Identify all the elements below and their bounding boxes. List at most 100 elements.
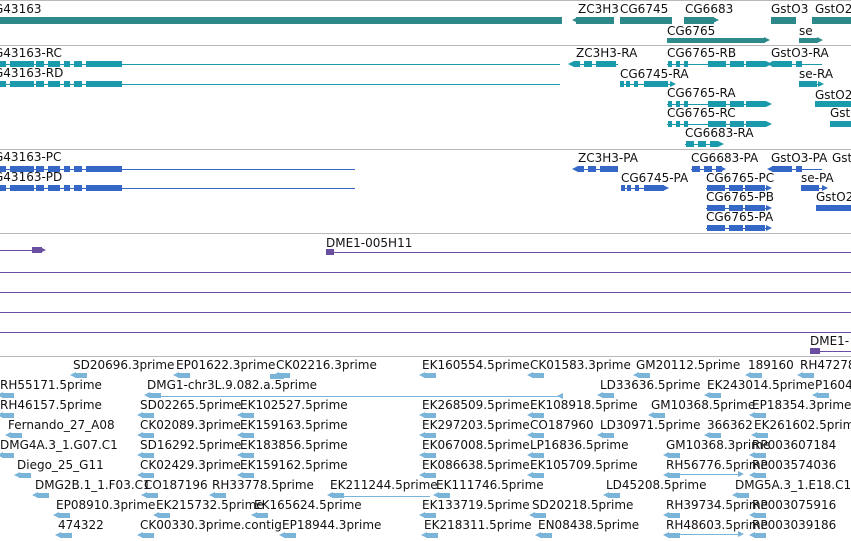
- feature-label[interactable]: EP18944.3prime: [282, 518, 382, 532]
- feature-label[interactable]: EK067008.5prime: [422, 438, 530, 452]
- feature-label[interactable]: se-RA: [799, 67, 834, 81]
- feature-label[interactable]: CG6683: [685, 2, 734, 16]
- feature-label[interactable]: EK243014.5prime: [707, 378, 815, 392]
- feature-label[interactable]: DMG5A.3_1.E18.C1: [735, 478, 851, 492]
- feature-label[interactable]: CG6765-RC: [667, 106, 736, 120]
- feature-label[interactable]: RH46157.5prime: [0, 398, 102, 412]
- feature-label[interactable]: CG6745-PA: [621, 171, 689, 185]
- feature-label[interactable]: LD45208.5prime: [606, 478, 707, 492]
- feature-label[interactable]: RH55171.5prime: [0, 378, 102, 392]
- feature-label[interactable]: G43163-PC: [0, 150, 62, 164]
- feature-label[interactable]: RP003039186: [752, 518, 837, 532]
- feature-label[interactable]: 189160: [748, 358, 794, 372]
- feature-label[interactable]: LD33636.5prime: [600, 378, 701, 392]
- feature-label[interactable]: G43163: [0, 2, 42, 16]
- feature-label[interactable]: RH56776.5prime: [666, 458, 768, 472]
- feature-label[interactable]: EK183856.5prime: [240, 438, 348, 452]
- feature-label[interactable]: se: [799, 24, 813, 38]
- feature-label[interactable]: EN08438.5prime: [538, 518, 640, 532]
- feature-label[interactable]: CK02089.3prime: [140, 418, 241, 432]
- feature-label[interactable]: CG6745: [620, 2, 669, 16]
- feature-label[interactable]: GstO3: [771, 2, 809, 16]
- feature-label[interactable]: GstO2: [815, 88, 851, 102]
- feature-label[interactable]: CK01583.3prime: [530, 358, 631, 372]
- feature-label[interactable]: DMG2B.1_1.F03.C1: [35, 478, 151, 492]
- feature-label[interactable]: SD16292.5prime: [140, 438, 242, 452]
- feature-label[interactable]: DME1-: [810, 334, 850, 348]
- feature-label[interactable]: CG6745-RA: [620, 67, 689, 81]
- feature-label[interactable]: RH48603.5prime: [666, 518, 768, 532]
- feature-label[interactable]: GM20112.5prime: [636, 358, 741, 372]
- feature-label[interactable]: EK215732.5prime: [156, 498, 264, 512]
- feature-label[interactable]: EK102527.5prime: [240, 398, 348, 412]
- feature-label[interactable]: CO187960: [530, 418, 594, 432]
- strand-arrow-left: [237, 472, 243, 478]
- feature-label[interactable]: EK165624.5prime: [254, 498, 362, 512]
- feature-label[interactable]: Gst: [832, 151, 851, 165]
- feature-label[interactable]: RH47278: [800, 358, 851, 372]
- feature-label[interactable]: GM10368.5prime: [651, 398, 756, 412]
- feature-label[interactable]: CG6683-RA: [685, 126, 754, 140]
- feature-label[interactable]: CG6765-RB: [667, 46, 737, 60]
- feature-label[interactable]: ZC3H3-PA: [578, 151, 638, 165]
- feature-label[interactable]: RH33778.5prime: [212, 478, 314, 492]
- feature-label[interactable]: EP18354.3prime: [752, 398, 851, 412]
- feature-label[interactable]: GM10368.3prime: [666, 438, 771, 452]
- feature-label[interactable]: CK02429.3prime: [140, 458, 241, 472]
- feature-label[interactable]: EK111746.5prime: [436, 478, 544, 492]
- feature-label[interactable]: RH39734.5prime: [666, 498, 768, 512]
- feature-label[interactable]: CK02216.3prime: [276, 358, 377, 372]
- feature-label[interactable]: GstO: [830, 106, 851, 120]
- feature-label[interactable]: EK086638.5prime: [422, 458, 530, 472]
- feature-label[interactable]: EK211244.5prime: [330, 478, 438, 492]
- feature-label[interactable]: DME1-005H11: [326, 236, 413, 250]
- feature-label[interactable]: SD20696.3prime: [73, 358, 175, 372]
- feature-label[interactable]: RP003574036: [752, 458, 837, 472]
- feature-label[interactable]: EK261602.5prime: [754, 418, 851, 432]
- strand-arrow-left: [704, 392, 710, 398]
- feature-label[interactable]: P1604: [815, 378, 851, 392]
- feature-label[interactable]: se-PA: [801, 171, 834, 185]
- feature-label[interactable]: ZC3H3: [578, 2, 619, 16]
- feature-label[interactable]: EK108918.5prime: [530, 398, 638, 412]
- feature-label[interactable]: EP08910.3prime: [56, 498, 156, 512]
- feature-label[interactable]: EK133719.5prime: [422, 498, 530, 512]
- feature-label[interactable]: GstO3-PA: [771, 151, 828, 165]
- feature-label[interactable]: EP01622.3prime: [176, 358, 276, 372]
- feature-label[interactable]: Diego_25_G11: [17, 458, 104, 472]
- feature-label[interactable]: CG6765-PC: [706, 171, 775, 185]
- feature-label[interactable]: Fernando_27_A08: [8, 418, 115, 432]
- feature-label[interactable]: LP16836.5prime: [530, 438, 629, 452]
- exon-block: [178, 373, 190, 378]
- feature-label[interactable]: CK00330.3prime.contig: [140, 518, 282, 532]
- feature-label[interactable]: RP003607184: [752, 438, 837, 452]
- feature-label[interactable]: 474322: [58, 518, 104, 532]
- feature-label[interactable]: CG6765-PA: [706, 210, 774, 224]
- feature-label[interactable]: 366362: [707, 418, 753, 432]
- feature-label[interactable]: EK297203.5prime: [422, 418, 530, 432]
- feature-label[interactable]: EK159163.5prime: [240, 418, 348, 432]
- feature-label[interactable]: CG6765-RA: [667, 86, 736, 100]
- feature-label[interactable]: G43163-RD: [0, 66, 64, 80]
- feature-label[interactable]: CG6765: [667, 24, 716, 38]
- feature-label[interactable]: EK160554.5prime: [422, 358, 530, 372]
- feature-label[interactable]: EK105709.5prime: [530, 458, 638, 472]
- feature-label[interactable]: SD02265.5prime: [140, 398, 242, 412]
- feature-label[interactable]: DMG1-chr3L.9.082.a.5prime: [147, 378, 318, 392]
- feature-label[interactable]: EK268509.5prime: [422, 398, 530, 412]
- feature-label[interactable]: LD30971.5prime: [600, 418, 701, 432]
- feature-label[interactable]: G43163-PD: [0, 170, 63, 184]
- feature-label[interactable]: CG6683-PA: [691, 151, 759, 165]
- feature-label[interactable]: EK218311.5prime: [424, 518, 532, 532]
- feature-label[interactable]: EK159162.5prime: [240, 458, 348, 472]
- feature-label[interactable]: GstO2: [816, 190, 851, 204]
- feature-label[interactable]: ZC3H3-RA: [576, 46, 638, 60]
- feature-label[interactable]: SD20218.5prime: [532, 498, 634, 512]
- feature-label[interactable]: GstO3-RA: [771, 46, 829, 60]
- feature-label[interactable]: DMG4A.3_1.G07.C1: [0, 438, 118, 452]
- feature-label[interactable]: G43163-RC: [0, 46, 62, 60]
- feature-label[interactable]: CO187196: [144, 478, 208, 492]
- feature-label[interactable]: GstO2: [815, 2, 851, 16]
- feature-label[interactable]: RP003075916: [752, 498, 837, 512]
- feature-label[interactable]: CG6765-PB: [706, 190, 775, 204]
